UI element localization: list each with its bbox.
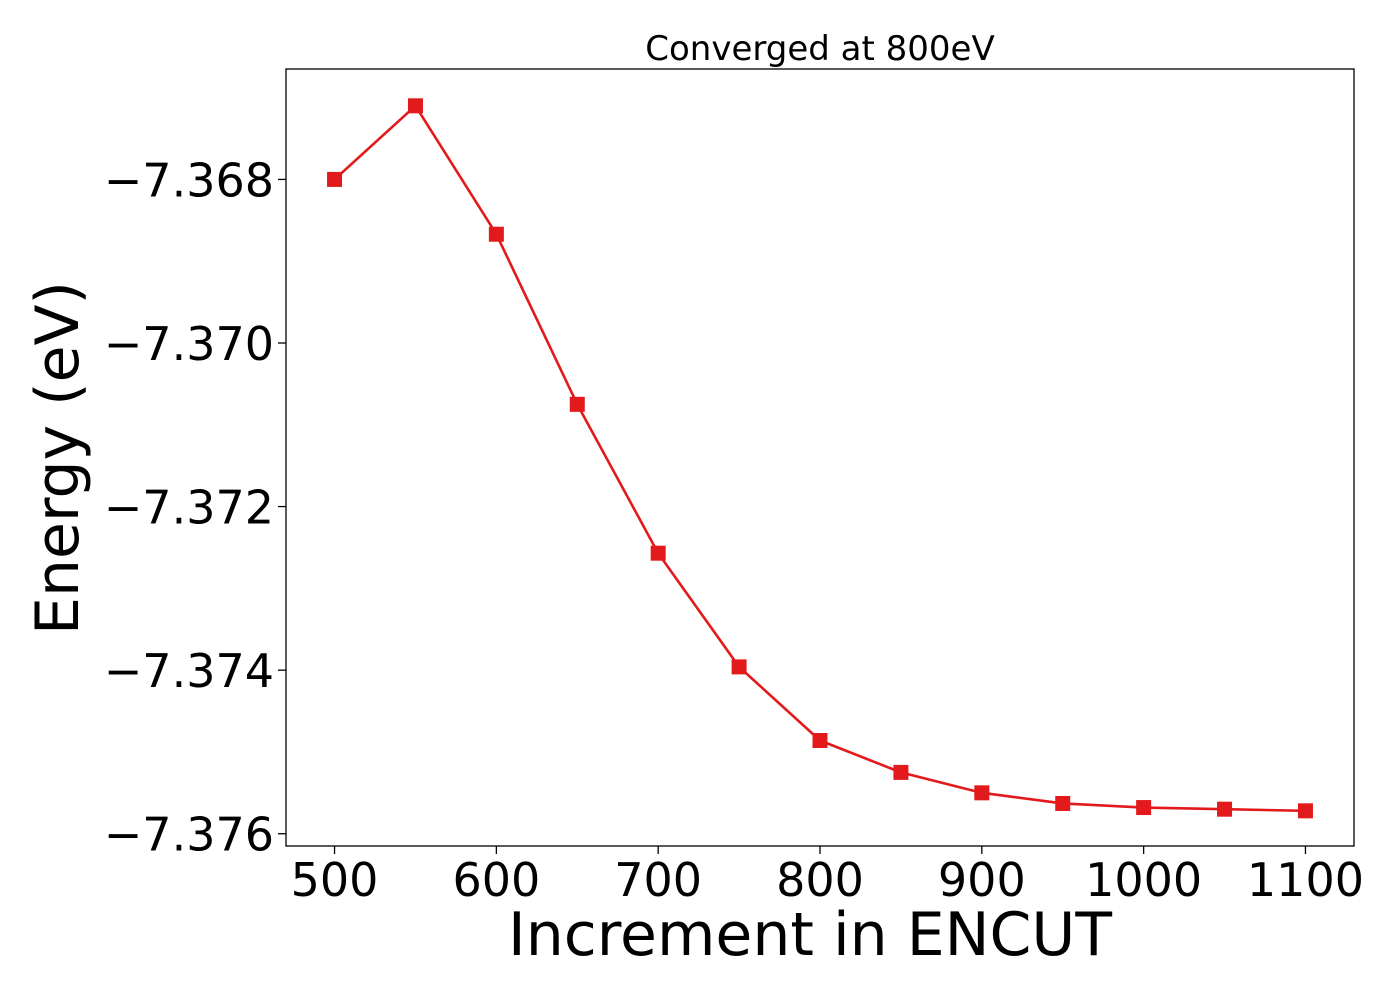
y-tick-label: −7.372 xyxy=(104,481,274,535)
x-tick-label: 700 xyxy=(614,853,702,907)
data-point-marker xyxy=(407,98,423,114)
data-point-marker xyxy=(974,785,990,801)
data-point-marker xyxy=(812,732,828,748)
y-axis-label: Energy (eV) xyxy=(23,281,93,635)
chart-title: Converged at 800eV xyxy=(645,29,994,69)
data-point-marker xyxy=(731,659,747,675)
series-line xyxy=(333,104,1306,813)
data-point-marker xyxy=(327,171,343,187)
plot-frame xyxy=(285,68,1355,847)
x-tick-label: 800 xyxy=(776,853,864,907)
data-point-marker xyxy=(488,226,504,242)
data-point-marker xyxy=(569,396,585,412)
y-tick-label: −7.370 xyxy=(104,317,274,371)
data-point-marker xyxy=(1136,800,1152,816)
plot-area: 500 600 700 800 900 1000 1100 −7.368 −7.370 −7.37… xyxy=(104,68,1364,907)
y-tick-label: −7.374 xyxy=(104,644,274,698)
x-tick-label: 600 xyxy=(452,853,540,907)
data-point-marker xyxy=(650,545,666,561)
x-tick-label: 500 xyxy=(291,853,379,907)
data-point-marker xyxy=(1055,795,1071,811)
x-tick-label: 1000 xyxy=(1085,853,1202,907)
data-point-marker xyxy=(1297,803,1313,819)
y-tick-label: −7.376 xyxy=(104,808,274,862)
y-tick-label: −7.368 xyxy=(104,153,274,207)
x-tick-label: 1100 xyxy=(1247,853,1364,907)
x-tick-label: 900 xyxy=(938,853,1026,907)
x-axis-label: Increment in ENCUT xyxy=(508,900,1112,970)
data-point-marker xyxy=(1217,801,1233,817)
data-point-marker xyxy=(893,764,909,780)
